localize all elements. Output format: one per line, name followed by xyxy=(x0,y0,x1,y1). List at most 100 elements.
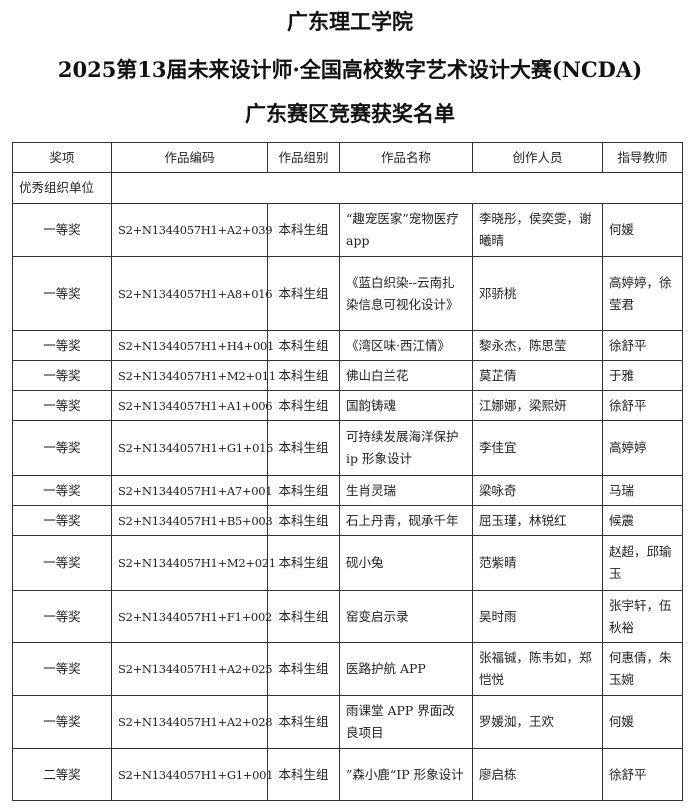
section-empty xyxy=(111,172,683,204)
cell-group: 本科生组 xyxy=(267,360,340,391)
cell-creators: 范紫晴 xyxy=(472,535,603,591)
cell-group: 本科生组 xyxy=(267,203,340,257)
cell-code: S2+N1344057H1+B5+003 xyxy=(111,505,273,536)
cell-creators: 罗媛洳，王欢 xyxy=(472,695,603,749)
cell-award: 一等奖 xyxy=(12,505,112,536)
cell-award: 一等奖 xyxy=(12,360,112,391)
cell-advisors: 高婷婷，徐莹君 xyxy=(602,256,683,331)
cell-group: 本科生组 xyxy=(267,695,340,749)
cell-advisors: 高婷婷 xyxy=(602,420,683,476)
cell-code: S2+N1344057H1+A8+016 xyxy=(111,256,273,331)
cell-award: 一等奖 xyxy=(12,642,112,696)
cell-award: 一等奖 xyxy=(12,535,112,591)
cell-advisors: 于雅 xyxy=(602,360,683,391)
table-row: 一等奖 S2+N1344057H1+H4+001 本科生组 《湾区味·西江情》 黎永杰，… xyxy=(12,330,683,361)
cell-title: 可持续发展海洋保护 ip 形象设计 xyxy=(339,420,473,476)
cell-creators: 李晓彤，侯奕雯，谢曦晴 xyxy=(472,203,603,257)
institution-title: 广东理工学院 xyxy=(287,9,413,34)
cell-advisors: 徐舒平 xyxy=(602,748,683,801)
cell-creators: 莫芷倩 xyxy=(472,360,603,391)
cell-title: 国韵铸魂 xyxy=(339,390,473,421)
header-award: 奖项 xyxy=(12,142,112,173)
cell-award: 一等奖 xyxy=(12,695,112,749)
table-row: 二等奖 S2+N1344057H1+G1+001 本科生组 ”森小鹿“IP 形象设计廖… xyxy=(12,748,683,801)
cell-advisors: 何媛 xyxy=(602,203,683,257)
cell-group: 本科生组 xyxy=(267,505,340,536)
cell-award: 一等奖 xyxy=(12,420,112,476)
competition-title: 2025第13届未来设计师·全国高校数字艺术设计大赛(NCDA) xyxy=(57,57,643,82)
cell-award: 一等奖 xyxy=(12,590,112,643)
cell-title: 《蓝白织染--云南扎染信息可视化设计》 xyxy=(339,256,473,331)
cell-advisors: 张宇轩，伍秋裕 xyxy=(602,590,683,643)
cell-group: 本科生组 xyxy=(267,748,340,801)
cell-code: S2+N1344057H1+H4+001 xyxy=(111,330,274,361)
header-creators: 创作人员 xyxy=(472,142,603,173)
cell-creators: 江娜娜，梁熙妍 xyxy=(472,390,603,421)
table-row: 一等奖 S2+N1344057H1+A7+001 本科生组 生肖灵瑞 梁咏奇 马瑞 xyxy=(12,475,683,506)
cell-group: 本科生组 xyxy=(267,475,340,506)
table-header-row: 奖项 作品编码 作品组别 作品名称 创作人员 指导教师 xyxy=(12,142,683,173)
cell-code: S2+N1344057H1+A2+039 xyxy=(111,203,273,257)
cell-group: 本科生组 xyxy=(267,420,340,476)
cell-advisors: 赵超，邱瑜玉 xyxy=(602,535,683,591)
cell-code: S2+N1344057H1+G1+015 xyxy=(111,420,273,476)
cell-group: 本科生组 xyxy=(267,330,340,361)
header-title: 作品名称 xyxy=(339,142,473,173)
cell-advisors: 何媛 xyxy=(602,695,683,749)
awards-table: 奖项 作品编码 作品组别 作品名称 创作人员 指导教师 优秀组织单位 一等奖 S2… xyxy=(12,142,683,801)
table-row: 一等奖 S2+N1344057H1+G1+015 本科生组 可持续发展海洋保护 ip … xyxy=(12,420,683,476)
cell-advisors: 候震 xyxy=(602,505,683,536)
section-label: 优秀组织单位 xyxy=(12,172,112,204)
cell-award: 一等奖 xyxy=(12,256,112,331)
header-group: 作品组别 xyxy=(267,142,340,173)
cell-code: S2+N1344057H1+A2+025 xyxy=(111,642,273,696)
cell-code: S2+N1344057H1+A7+001 xyxy=(111,475,273,506)
table-row: 一等奖 S2+N1344057H1+A2+025 本科生组 医路护航 APP 张福铖，陈… xyxy=(12,642,683,696)
table-row: 一等奖 S2+N1344057H1+M2+021 本科生组 砚小兔 范紫晴 赵超，邱瑜玉 xyxy=(12,535,683,591)
cell-title: 佛山白兰花 xyxy=(339,360,473,391)
list-subtitle: 广东赛区竞赛获奖名单 xyxy=(245,101,455,126)
cell-group: 本科生组 xyxy=(267,390,340,421)
cell-group: 本科生组 xyxy=(267,256,340,331)
cell-title: ”森小鹿“IP 形象设计 xyxy=(339,748,473,801)
cell-code: S2+N1344057H1+M2+011 xyxy=(111,360,276,391)
cell-code: S2+N1344057H1+G1+001 xyxy=(111,748,273,801)
cell-title: 窑变启示录 xyxy=(339,590,473,643)
cell-advisors: 徐舒平 xyxy=(602,390,683,421)
cell-code: S2+N1344057H1+M2+021 xyxy=(111,535,276,591)
cell-creators: 李佳宜 xyxy=(472,420,603,476)
table-row: 一等奖 S2+N1344057H1+A1+006 本科生组 国韵铸魂 江娜娜，梁熙妍 徐舒… xyxy=(12,390,683,421)
cell-title: 《湾区味·西江情》 xyxy=(339,330,473,361)
cell-award: 一等奖 xyxy=(12,475,112,506)
cell-title: 生肖灵瑞 xyxy=(339,475,473,506)
cell-title: 石上丹青，砚承千年 xyxy=(339,505,473,536)
table-row: 一等奖 S2+N1344057H1+A8+016 本科生组 《蓝白织染--云南扎染信息… xyxy=(12,256,683,331)
cell-group: 本科生组 xyxy=(267,642,340,696)
table-row: 一等奖 S2+N1344057H1+F1+002 本科生组 窑变启示录 吴时雨 张宇轩，伍… xyxy=(12,590,683,643)
cell-group: 本科生组 xyxy=(267,535,340,591)
cell-title: 雨课堂 APP 界面改良项目 xyxy=(339,695,473,749)
cell-title: 医路护航 APP xyxy=(339,642,473,696)
section-row: 优秀组织单位 xyxy=(12,172,683,204)
cell-advisors: 马瑞 xyxy=(602,475,683,506)
cell-advisors: 何惠倩，朱玉婉 xyxy=(602,642,683,696)
cell-creators: 屈玉瑾，林锐红 xyxy=(472,505,603,536)
cell-award: 二等奖 xyxy=(12,748,112,801)
table-row: 一等奖 S2+N1344057H1+A2+039 本科生组 “趣宠医家”宠物医疗 ap… xyxy=(12,203,683,257)
cell-creators: 黎永杰，陈思莹 xyxy=(472,330,603,361)
table-row: 一等奖 S2+N1344057H1+M2+011 本科生组 佛山白兰花 莫芷倩 于雅 xyxy=(12,360,683,391)
cell-creators: 张福铖，陈韦如，郑恺悦 xyxy=(472,642,603,696)
header-code: 作品编码 xyxy=(111,142,268,173)
cell-title: “趣宠医家”宠物医疗 app xyxy=(339,203,473,257)
cell-title: 砚小兔 xyxy=(339,535,473,591)
cell-award: 一等奖 xyxy=(12,390,112,421)
cell-advisors: 徐舒平 xyxy=(602,330,683,361)
cell-creators: 吴时雨 xyxy=(472,590,603,643)
cell-code: S2+N1344057H1+F1+002 xyxy=(111,590,272,643)
cell-award: 一等奖 xyxy=(12,203,112,257)
table-row: 一等奖 S2+N1344057H1+B5+003 本科生组 石上丹青，砚承千年 屈玉瑾，… xyxy=(12,505,683,536)
table-row: 一等奖 S2+N1344057H1+A2+028 本科生组 雨课堂 APP 界面改良项… xyxy=(12,695,683,749)
cell-code: S2+N1344057H1+A1+006 xyxy=(111,390,273,421)
cell-group: 本科生组 xyxy=(267,590,340,643)
cell-creators: 邓骄桃 xyxy=(472,256,603,331)
